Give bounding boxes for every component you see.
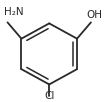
Text: OH: OH (87, 10, 103, 20)
Text: H₂N: H₂N (4, 7, 24, 17)
Text: Cl: Cl (44, 91, 54, 101)
